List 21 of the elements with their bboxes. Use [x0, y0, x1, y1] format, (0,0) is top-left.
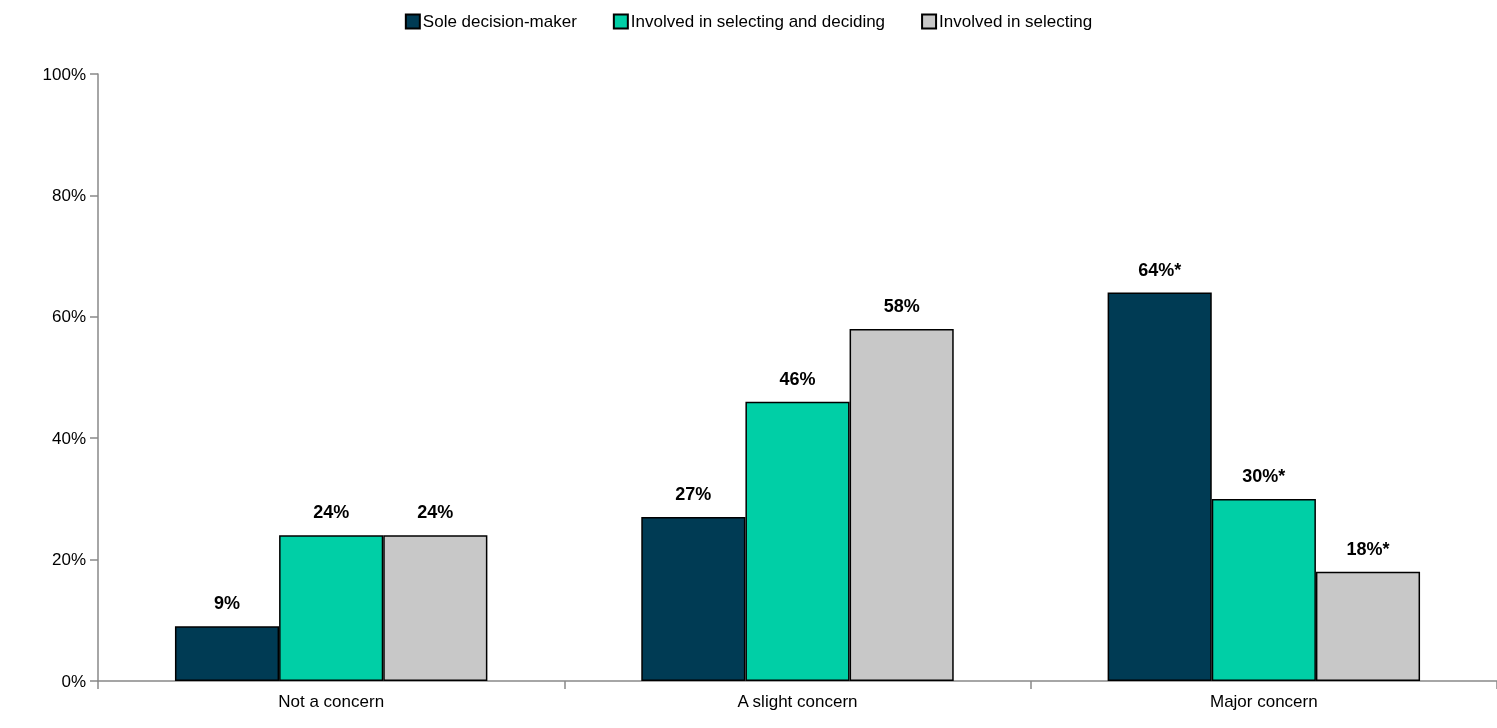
- data-label: 58%: [883, 295, 920, 316]
- y-tick-label: 40%: [51, 428, 86, 448]
- data-label: 18%*: [1346, 538, 1390, 559]
- legend-label: Involved in selecting and deciding: [630, 12, 886, 31]
- data-label: 46%: [779, 368, 816, 389]
- data-label: 64%*: [1138, 259, 1182, 280]
- legend-label: Sole decision-maker: [422, 12, 578, 31]
- data-label: 24%: [313, 502, 350, 523]
- x-tick-label: Not a concern: [278, 692, 385, 711]
- x-tick-label: A slight concern: [737, 692, 858, 711]
- x-tick-label: Major concern: [1209, 692, 1318, 711]
- data-label: 30%*: [1242, 465, 1286, 486]
- legend-label: Involved in selecting: [939, 12, 1093, 31]
- data-label: 9%: [214, 593, 241, 614]
- y-tick-label: 20%: [51, 550, 86, 570]
- y-tick-label: 100%: [42, 64, 86, 84]
- y-tick-label: 0%: [61, 671, 86, 691]
- data-label: 24%: [417, 502, 454, 523]
- data-label: 27%: [675, 484, 712, 505]
- y-tick-label: 80%: [51, 185, 86, 205]
- y-tick-label: 60%: [51, 307, 86, 327]
